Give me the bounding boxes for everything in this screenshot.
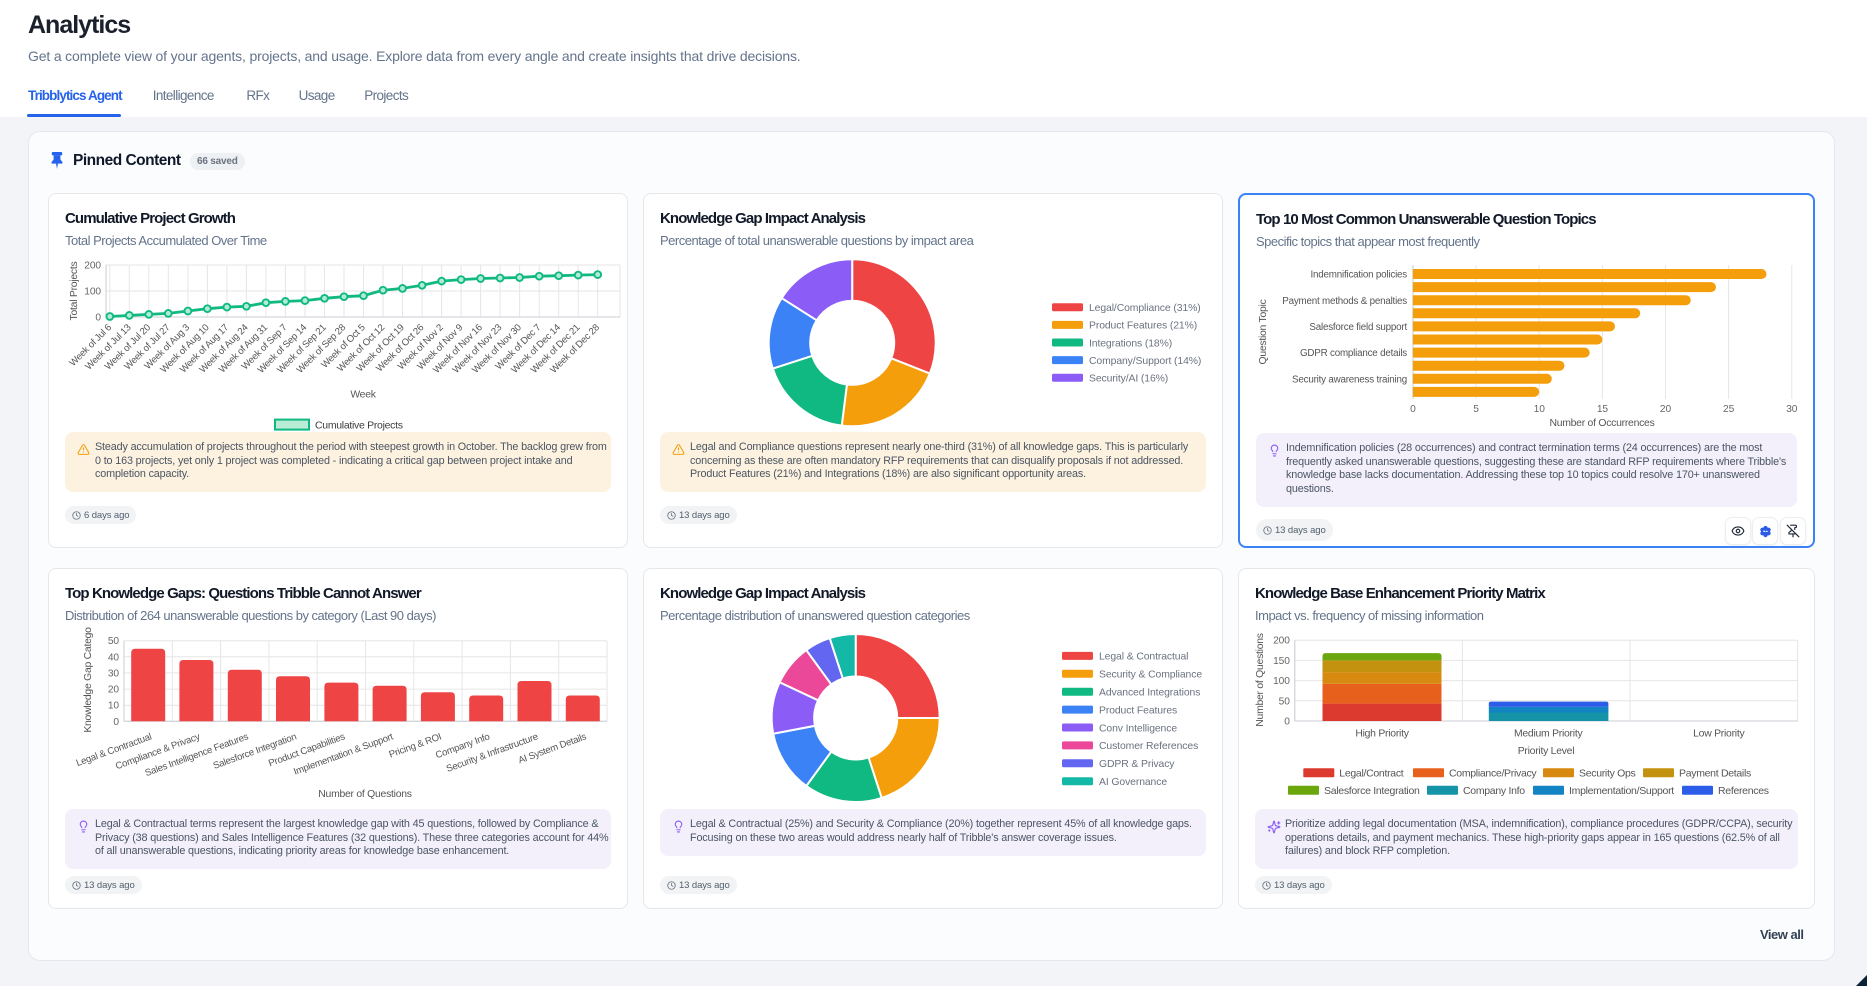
svg-text:Integrations (18%): Integrations (18%) (1089, 338, 1172, 349)
svg-text:Priority Level: Priority Level (1518, 746, 1575, 757)
svg-text:Compliance/Privacy: Compliance/Privacy (1449, 768, 1537, 780)
svg-text:Security & Compliance: Security & Compliance (1099, 670, 1202, 681)
svg-text:Customer References: Customer References (1099, 741, 1198, 752)
svg-text:30: 30 (1786, 404, 1798, 415)
svg-text:Security awareness training: Security awareness training (1292, 374, 1407, 385)
svg-text:Legal/Contract: Legal/Contract (1339, 768, 1403, 780)
svg-text:Cumulative Projects: Cumulative Projects (315, 420, 403, 432)
svg-text:20: 20 (108, 685, 120, 696)
svg-text:200: 200 (1273, 636, 1290, 647)
svg-text:Conv Intelligence: Conv Intelligence (1099, 723, 1177, 734)
svg-text:Product Features (21%): Product Features (21%) (1089, 321, 1197, 332)
svg-text:15: 15 (1597, 404, 1609, 415)
svg-text:0: 0 (95, 313, 101, 324)
svg-text:25: 25 (1723, 404, 1735, 415)
svg-text:Knowledge Gap Catego: Knowledge Gap Catego (83, 627, 94, 733)
svg-text:Implementation/Support: Implementation/Support (1569, 785, 1674, 797)
svg-text:Salesforce field support: Salesforce field support (1309, 322, 1407, 333)
svg-text:AI Governance: AI Governance (1099, 777, 1167, 788)
svg-text:References: References (1718, 785, 1769, 797)
svg-text:Low Priority: Low Priority (1693, 729, 1745, 740)
svg-text:Legal & Contractual: Legal & Contractual (1099, 652, 1188, 663)
svg-text:50: 50 (108, 636, 120, 647)
svg-text:Indemnification policies: Indemnification policies (1311, 270, 1408, 281)
svg-text:0: 0 (1410, 404, 1416, 415)
svg-text:Security/AI (16%): Security/AI (16%) (1089, 374, 1168, 385)
svg-text:100: 100 (84, 287, 101, 298)
svg-text:GDPR compliance details: GDPR compliance details (1300, 348, 1407, 359)
svg-text:GDPR & Privacy: GDPR & Privacy (1099, 759, 1175, 770)
svg-text:Number of Questions: Number of Questions (318, 789, 411, 800)
svg-text:0: 0 (113, 717, 119, 728)
svg-text:150: 150 (1273, 656, 1290, 667)
svg-text:Product Features: Product Features (1099, 705, 1177, 716)
svg-text:Week: Week (350, 390, 376, 401)
svg-text:Medium Priority: Medium Priority (1514, 729, 1583, 740)
svg-text:Advanced Integrations: Advanced Integrations (1099, 688, 1200, 699)
svg-text:50: 50 (1279, 696, 1291, 707)
svg-text:100: 100 (1273, 676, 1290, 687)
svg-text:Total Projects: Total Projects (69, 262, 80, 321)
svg-text:Number of Occurrences: Number of Occurrences (1549, 418, 1654, 429)
svg-text:Company/Support (14%): Company/Support (14%) (1089, 356, 1201, 367)
svg-text:200: 200 (84, 261, 101, 272)
svg-text:20: 20 (1660, 404, 1672, 415)
svg-text:30: 30 (108, 668, 120, 679)
svg-text:High Priority: High Priority (1355, 729, 1409, 740)
svg-text:Salesforce Integration: Salesforce Integration (1324, 785, 1420, 797)
svg-text:Payment Details: Payment Details (1679, 768, 1751, 780)
svg-text:5: 5 (1473, 404, 1479, 415)
svg-text:Pricing & ROI: Pricing & ROI (388, 731, 443, 760)
svg-text:Payment methods & penalties: Payment methods & penalties (1282, 296, 1407, 307)
svg-text:40: 40 (108, 652, 120, 663)
svg-text:Number of Questions: Number of Questions (1255, 633, 1266, 726)
svg-text:Legal/Compliance (31%): Legal/Compliance (31%) (1089, 303, 1201, 314)
svg-text:Question Topic: Question Topic (1258, 299, 1269, 364)
svg-text:0: 0 (1284, 717, 1290, 728)
svg-text:10: 10 (108, 701, 120, 712)
svg-text:Security Ops: Security Ops (1579, 768, 1636, 780)
svg-text:10: 10 (1534, 404, 1546, 415)
svg-text:Company Info: Company Info (1463, 785, 1525, 797)
